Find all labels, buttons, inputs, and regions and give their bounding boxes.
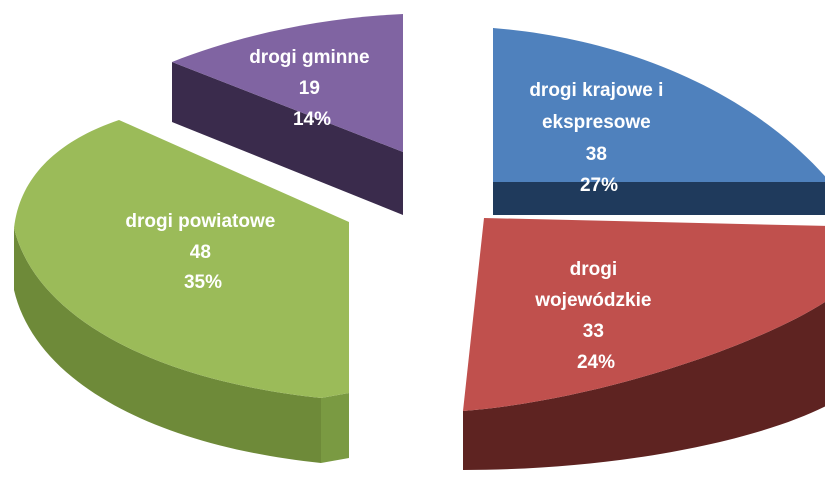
slice-powiatowe-side — [14, 228, 321, 463]
label-wojewodzkie: drogi wojewódzkie 33 24% — [534, 259, 656, 373]
slice-wojewodzkie-top — [463, 218, 825, 411]
slice-gminne — [172, 14, 403, 215]
slice-powiatowe-front — [321, 393, 349, 463]
slice-krajowe — [493, 28, 825, 215]
slice-powiatowe — [14, 120, 349, 463]
slice-wojewodzkie-side — [463, 301, 825, 470]
label-gminne: drogi gminne 19 14% — [249, 47, 375, 130]
slice-gminne-top — [172, 14, 403, 152]
slice-powiatowe-top — [14, 120, 349, 398]
slice-wojewodzkie — [463, 218, 825, 470]
label-powiatowe: drogi powiatowe 48 35% — [125, 211, 280, 293]
label-krajowe: drogi krajowe i ekspresowe 38 27% — [529, 80, 668, 196]
slice-krajowe-top — [493, 28, 825, 182]
slice-gminne-side — [172, 62, 403, 215]
